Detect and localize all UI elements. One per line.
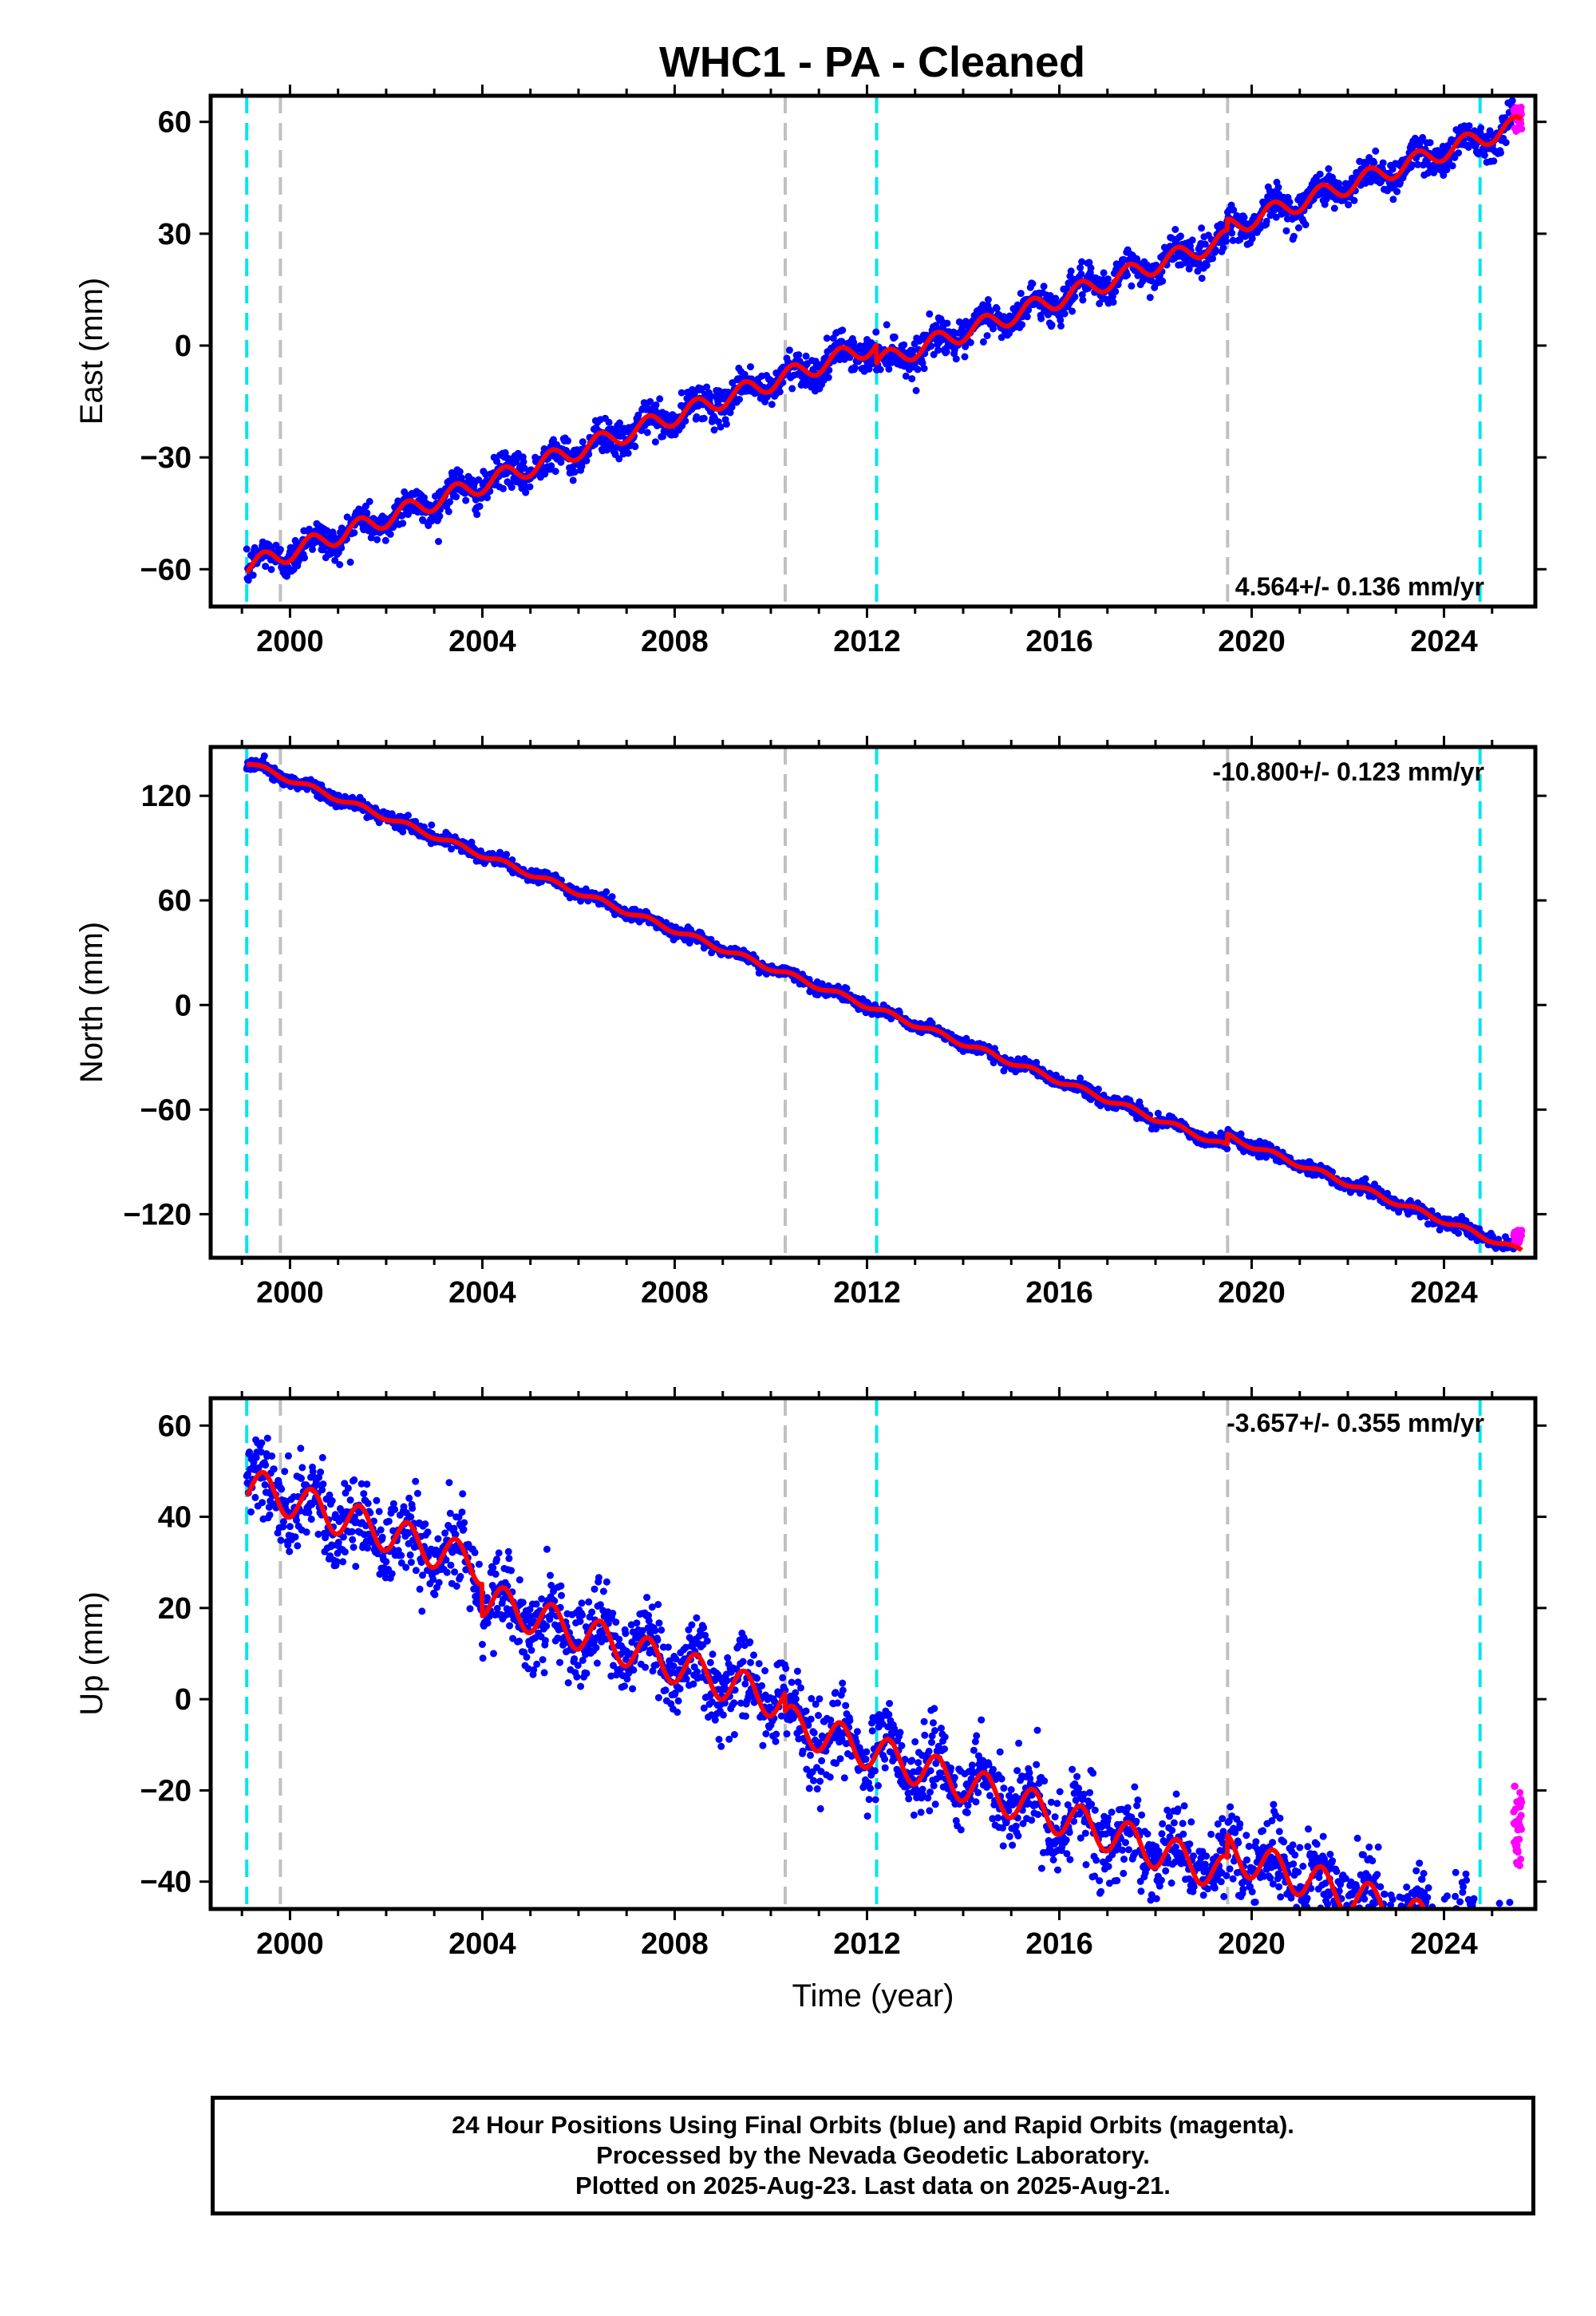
y-tick-label: 60	[158, 106, 192, 140]
plot-area	[243, 96, 1526, 607]
plot-frame	[208, 1396, 1538, 1911]
y-tick-label: 40	[158, 1501, 192, 1535]
x-tick-label: 2012	[833, 625, 901, 658]
x-tick-label: 2016	[1025, 1927, 1093, 1961]
rapid-orbit-points	[1510, 1782, 1526, 1870]
x-tick-label: 2000	[256, 1276, 324, 1310]
north-panel: 2000 2004 2008 2012 2016 2020 2024 −120 −60 0 60 12…	[74, 736, 1547, 1310]
up-panel: 2000 2004 2008 2012 2016 2020 2024 −40 −20 0 20 40 6…	[74, 1387, 1547, 2014]
x-tick-label: 2004	[448, 1276, 516, 1310]
x-tick-label: 2000	[256, 625, 324, 658]
y-axis-label: North (mm)	[74, 922, 109, 1083]
y-tick-label: −40	[140, 1866, 192, 1899]
y-tick-label: −60	[140, 553, 192, 587]
x-axis-label: Time (year)	[792, 1978, 954, 2014]
footer-line-3: Plotted on 2025-Aug-23. Last data on 202…	[575, 2172, 1171, 2199]
model-fit-line	[244, 114, 1524, 575]
plot-frame	[208, 745, 1538, 1260]
rapid-orbit-points	[1510, 1227, 1526, 1247]
y-tick-label: 0	[175, 1683, 192, 1717]
x-tick-label: 2004	[448, 625, 516, 658]
y-tick-label: −30	[140, 441, 192, 475]
y-tick-label: 0	[175, 989, 192, 1022]
model-fit-line	[244, 1469, 1428, 1909]
x-tick-label: 2024	[1410, 1927, 1478, 1961]
y-tick-label: 120	[141, 780, 192, 813]
x-tick-label: 2024	[1410, 625, 1478, 658]
plot-frame	[208, 93, 1538, 609]
model-fit-line	[244, 761, 1524, 1253]
plot-area	[243, 1398, 1526, 1909]
final-orbit-points	[243, 97, 1518, 584]
x-tick-label: 2020	[1218, 1276, 1286, 1310]
footer-line-1: 24 Hour Positions Using Final Orbits (bl…	[452, 2111, 1294, 2139]
x-tick-label: 2024	[1410, 1276, 1478, 1310]
y-tick-label: 30	[158, 218, 192, 251]
x-tick-label: 2008	[641, 625, 709, 658]
y-tick-label: 60	[158, 884, 192, 918]
x-tick-label: 2012	[833, 1276, 901, 1310]
plot-area	[243, 747, 1526, 1258]
figure-title: WHC1 - PA - Cleaned	[659, 38, 1085, 86]
x-tick-label: 2016	[1025, 1276, 1093, 1310]
x-tick-label: 2016	[1025, 625, 1093, 658]
x-tick-label: 2020	[1218, 1927, 1286, 1961]
velocity-label: -10.800+/- 0.123 mm/yr	[1212, 757, 1484, 786]
x-tick-label: 2012	[833, 1927, 901, 1961]
y-tick-label: −120	[123, 1198, 192, 1231]
x-tick-label: 2004	[448, 1927, 516, 1961]
footer-box: 24 Hour Positions Using Final Orbits (bl…	[211, 2096, 1535, 2215]
y-axis-label: Up (mm)	[74, 1591, 109, 1716]
x-tick-label: 2000	[256, 1927, 324, 1961]
x-tick-label: 2008	[641, 1276, 709, 1310]
final-orbit-points	[243, 1434, 1515, 1909]
footer-line-2: Processed by the Nevada Geodetic Laborat…	[596, 2141, 1150, 2169]
y-tick-label: 0	[175, 330, 192, 363]
y-tick-label: 60	[158, 1409, 192, 1443]
velocity-label: -3.657+/- 0.355 mm/yr	[1227, 1409, 1484, 1437]
y-tick-label: 20	[158, 1592, 192, 1626]
y-axis-label: East (mm)	[74, 278, 109, 425]
x-tick-label: 2020	[1218, 625, 1286, 658]
y-tick-label: −20	[140, 1774, 192, 1808]
y-tick-label: −60	[140, 1093, 192, 1127]
x-tick-label: 2008	[641, 1927, 709, 1961]
final-orbit-points	[243, 752, 1518, 1253]
east-panel: 2000 2004 2008 2012 2016 2020 2024 −60 −30 0 30 60 E…	[74, 85, 1547, 658]
velocity-label: 4.564+/- 0.136 mm/yr	[1235, 572, 1484, 601]
